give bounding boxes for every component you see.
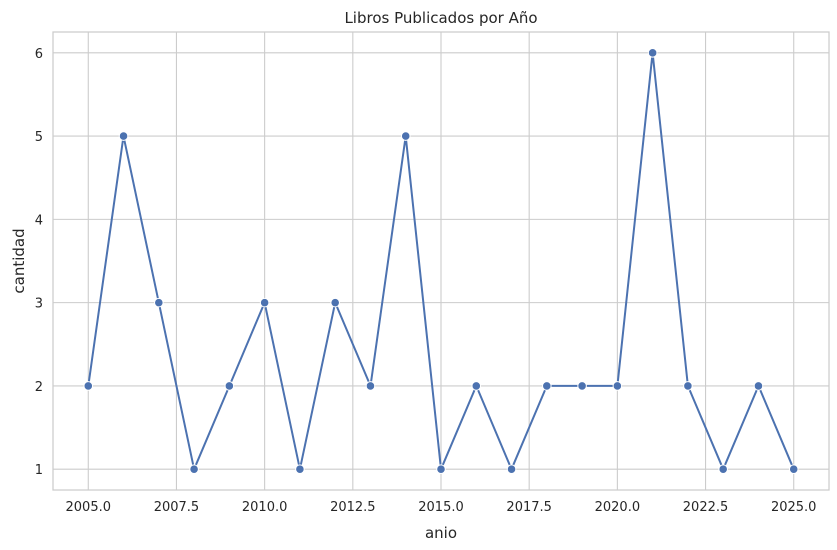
data-point [542,381,552,391]
x-tick-label: 2022.5 [683,500,729,515]
data-point [365,381,376,391]
x-tick-label: 2005.0 [66,500,112,515]
data-point [400,131,411,141]
x-tick-label: 2025.0 [771,500,817,515]
y-tick-label: 6 [35,47,43,62]
data-point [118,131,129,141]
y-tick-labels: 1 2 3 4 5 6 [35,47,43,478]
data-point [647,48,658,58]
data-point [295,464,305,474]
plot-frame [52,31,830,491]
x-tick-label: 2007.5 [154,500,200,515]
y-tick-label: 3 [35,297,43,312]
x-tick-label: 2020.0 [595,500,641,515]
x-tick-label: 2015.0 [418,500,464,515]
data-point [471,381,482,391]
data-point [330,297,340,308]
data-point [436,464,446,474]
chart-title: Libros Publicados por Año [344,9,537,27]
x-axis-label: anio [425,524,457,542]
data-point [83,381,94,391]
y-tick-label: 4 [35,213,43,228]
y-tick-label: 1 [35,463,43,478]
data-point [506,464,517,474]
x-tick-label: 2017.5 [506,500,552,515]
data-point [224,381,235,391]
x-tick-label: 2012.5 [330,500,376,515]
series-layer [83,48,799,474]
data-point [259,297,270,308]
data-point [718,464,728,474]
data-point [612,381,623,391]
x-tick-label: 2010.0 [242,500,288,515]
data-point [788,464,799,474]
y-axis-label: cantidad [10,228,28,293]
y-tick-label: 5 [35,130,43,145]
grid [53,32,829,490]
x-tick-labels: 2005.0 2007.5 2010.0 2012.5 2015.0 2017.5 2020… [66,500,817,515]
y-tick-label: 2 [35,380,43,395]
data-point [683,381,693,391]
data-point [154,297,164,308]
data-point [577,381,587,391]
data-point [189,464,199,474]
data-point [753,381,764,391]
